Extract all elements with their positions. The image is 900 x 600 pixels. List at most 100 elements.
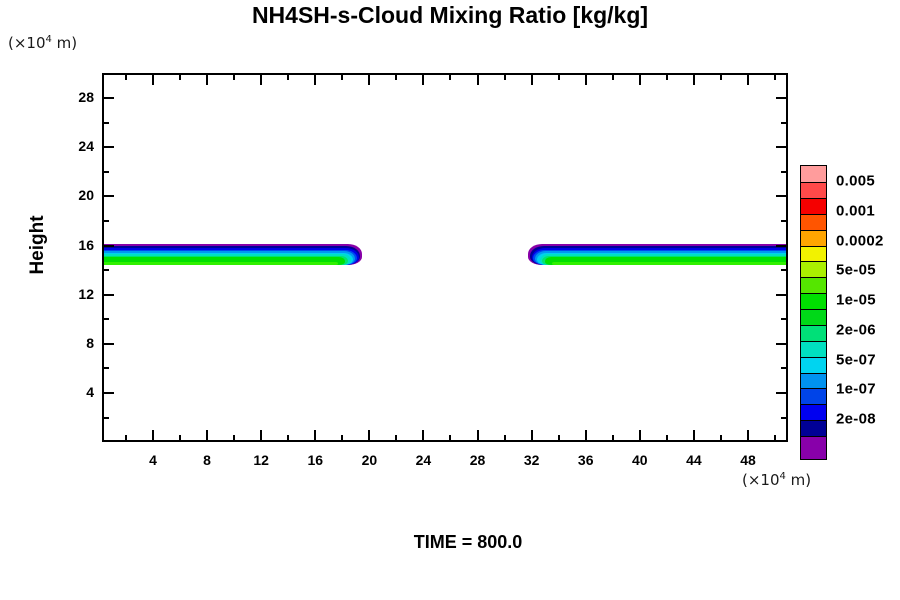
y-tick-label: 28 bbox=[78, 89, 94, 106]
axis-tick bbox=[781, 318, 786, 321]
colorbar-label: 5e-05 bbox=[836, 261, 876, 279]
axis-tick bbox=[287, 435, 290, 440]
axis-tick bbox=[368, 75, 371, 85]
axis-tick bbox=[104, 170, 109, 173]
x-tick-label: 44 bbox=[686, 452, 702, 468]
axis-tick bbox=[104, 97, 114, 100]
axis-tick bbox=[104, 342, 114, 345]
colorbar-cell bbox=[800, 293, 827, 310]
axis-tick bbox=[781, 269, 786, 272]
time-label: TIME = 800.0 bbox=[413, 532, 523, 552]
y-unit-exponent: 4 bbox=[45, 34, 52, 45]
colorbar-cell bbox=[800, 420, 827, 437]
axis-tick bbox=[104, 318, 109, 321]
x-tick-label: 36 bbox=[577, 452, 594, 468]
axis-tick bbox=[179, 435, 182, 440]
x-tick-label: 8 bbox=[203, 452, 211, 468]
axis-tick bbox=[774, 435, 777, 440]
axis-tick bbox=[719, 435, 722, 440]
axis-tick bbox=[781, 219, 786, 222]
colorbar-label: 1e-05 bbox=[836, 291, 876, 309]
axis-tick bbox=[584, 430, 587, 440]
colorbar-cell bbox=[800, 229, 827, 247]
axis-tick bbox=[287, 75, 290, 80]
x-tick-label: 12 bbox=[253, 452, 269, 468]
y-tick-label: 16 bbox=[78, 236, 94, 253]
colorbar-label: 0.0002 bbox=[836, 232, 884, 249]
axis-tick bbox=[476, 430, 479, 440]
x-tick-label: 4 bbox=[149, 452, 157, 468]
axis-tick bbox=[395, 75, 398, 80]
colorbar-cell bbox=[800, 324, 827, 342]
y-axis-unit-label: (×104 m) bbox=[8, 34, 77, 52]
axis-tick bbox=[557, 75, 560, 80]
axis-tick bbox=[584, 75, 587, 85]
colorbar-cell bbox=[800, 309, 827, 326]
axis-tick bbox=[104, 293, 114, 296]
axis-tick bbox=[179, 75, 182, 80]
colorbar-cell bbox=[800, 261, 827, 279]
axis-tick bbox=[206, 430, 209, 440]
y-tick-label: 12 bbox=[78, 285, 94, 302]
axis-tick bbox=[781, 367, 786, 370]
axis-tick bbox=[422, 430, 425, 440]
axis-tick bbox=[104, 392, 114, 395]
axis-tick bbox=[104, 121, 109, 124]
axis-tick bbox=[781, 170, 786, 173]
axis-tick bbox=[449, 435, 452, 440]
cloud-band-contour-layer bbox=[104, 257, 345, 265]
axis-tick bbox=[341, 75, 344, 80]
x-axis-unit-label: (×104 m) bbox=[742, 471, 811, 489]
x-tick-label: 40 bbox=[632, 452, 648, 468]
colorbar-label: 5e-07 bbox=[836, 351, 876, 368]
axis-tick bbox=[314, 75, 317, 85]
colorbar-label: 0.001 bbox=[836, 202, 876, 220]
axis-tick bbox=[341, 435, 344, 440]
axis-tick bbox=[692, 75, 695, 85]
axis-tick bbox=[104, 146, 114, 149]
axis-tick bbox=[104, 219, 109, 222]
axis-tick bbox=[665, 75, 668, 80]
colorbar-label: 0.005 bbox=[836, 172, 876, 190]
axis-tick bbox=[476, 75, 479, 85]
cloud-band-contour-layer bbox=[545, 257, 786, 265]
axis-tick bbox=[104, 195, 114, 198]
chart-title: NH4SH-s-Cloud Mixing Ratio [kg/kg] bbox=[251, 2, 649, 28]
axis-tick bbox=[233, 75, 236, 80]
colorbar-label: 1e-07 bbox=[836, 380, 876, 398]
y-tick-label: 8 bbox=[86, 334, 94, 351]
colorbar-label: 2e-06 bbox=[836, 321, 876, 339]
colorbar-cell bbox=[800, 182, 827, 199]
cloud-band-contour-layer bbox=[552, 261, 786, 265]
colorbar-cell bbox=[800, 340, 827, 358]
x-tick-label: 32 bbox=[523, 452, 540, 468]
axis-tick bbox=[151, 75, 154, 85]
axis-tick bbox=[776, 97, 786, 100]
axis-tick bbox=[638, 75, 641, 85]
axis-tick bbox=[638, 430, 641, 440]
y-tick-label: 4 bbox=[86, 384, 94, 401]
x-tick-label: 16 bbox=[307, 452, 324, 468]
colorbar-cell bbox=[800, 245, 827, 263]
axis-tick bbox=[611, 75, 614, 80]
axis-tick bbox=[747, 75, 749, 85]
y-unit-prefix: (×10 bbox=[8, 34, 46, 52]
axis-tick bbox=[747, 430, 749, 440]
axis-tick bbox=[260, 430, 263, 440]
x-tick-label: 20 bbox=[361, 452, 378, 468]
x-tick-label: 24 bbox=[415, 452, 432, 468]
axis-tick bbox=[557, 435, 560, 440]
plot-frame bbox=[102, 73, 788, 442]
axis-tick bbox=[260, 75, 263, 85]
cloud-band-right bbox=[528, 244, 786, 265]
colorbar-label: 2e-08 bbox=[836, 410, 876, 428]
colorbar-cell bbox=[800, 165, 827, 183]
axis-tick bbox=[368, 430, 371, 440]
axis-tick bbox=[665, 435, 668, 440]
x-tick-label: 48 bbox=[740, 452, 756, 468]
axis-tick bbox=[719, 75, 722, 80]
colorbar-cell bbox=[800, 436, 827, 460]
x-unit-suffix: m) bbox=[785, 471, 812, 489]
colorbar-cell bbox=[800, 388, 827, 406]
